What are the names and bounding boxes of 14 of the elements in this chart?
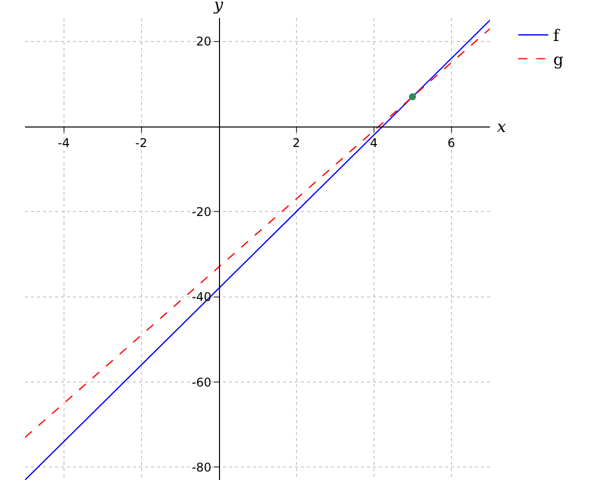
x-tick-label: -4 — [58, 136, 70, 150]
y-tick-label: -80 — [192, 460, 212, 474]
y-tick-label: 20 — [196, 34, 212, 49]
x-tick-label: -2 — [135, 136, 148, 150]
y-tick-label: -20 — [192, 204, 212, 219]
x-axis-title: x — [497, 117, 506, 136]
y-axis-title: y — [213, 0, 224, 14]
y-tick-label: -60 — [192, 375, 212, 390]
x-tick-label: 4 — [370, 136, 378, 150]
y-tick-label: -40 — [192, 290, 212, 304]
legend-label: g — [553, 50, 564, 69]
x-tick-label: 6 — [447, 136, 456, 150]
x-tick-label: 2 — [292, 136, 300, 150]
legend-label: f — [553, 26, 560, 46]
